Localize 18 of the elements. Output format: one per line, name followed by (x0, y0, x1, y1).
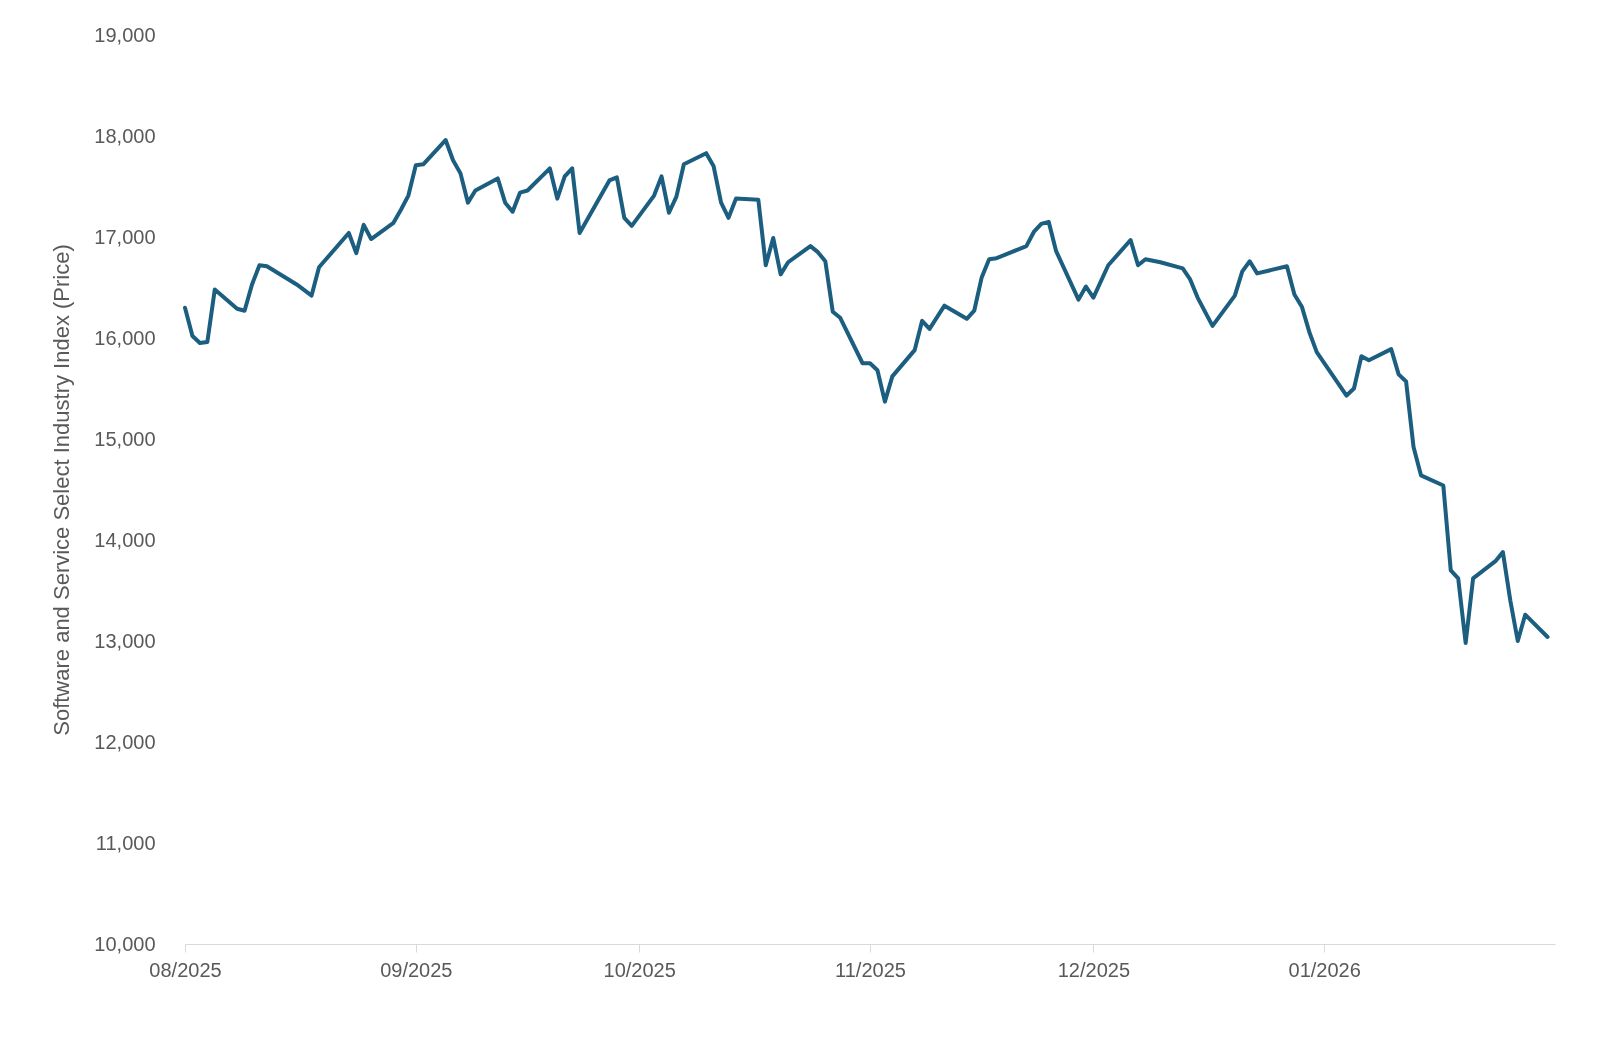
y-tick-label: 11,000 (95, 831, 156, 854)
x-tick-label: 10/2025 (603, 958, 676, 981)
y-tick-label: 10,000 (94, 932, 156, 955)
y-tick-label: 18,000 (94, 124, 156, 147)
y-tick-label: 13,000 (94, 629, 156, 652)
x-tick-label: 09/2025 (380, 958, 453, 981)
y-axis-title: Software and Service Select Industry Index (Price) (49, 244, 75, 736)
y-tick-label: 16,000 (94, 326, 156, 349)
y-tick-label: 17,000 (94, 225, 156, 248)
x-tick-label: 08/2025 (149, 958, 222, 981)
x-tick-label: 12/2025 (1057, 958, 1131, 981)
y-tick-label: 19,000 (94, 23, 156, 46)
y-tick-label: 15,000 (94, 427, 156, 450)
y-tick-label: 12,000 (94, 730, 156, 753)
y-tick-label: 14,000 (94, 528, 156, 551)
x-tick-label: 11/2025 (835, 958, 906, 981)
x-tick-label: 01/2026 (1288, 958, 1361, 981)
line-series (183, 138, 1550, 646)
